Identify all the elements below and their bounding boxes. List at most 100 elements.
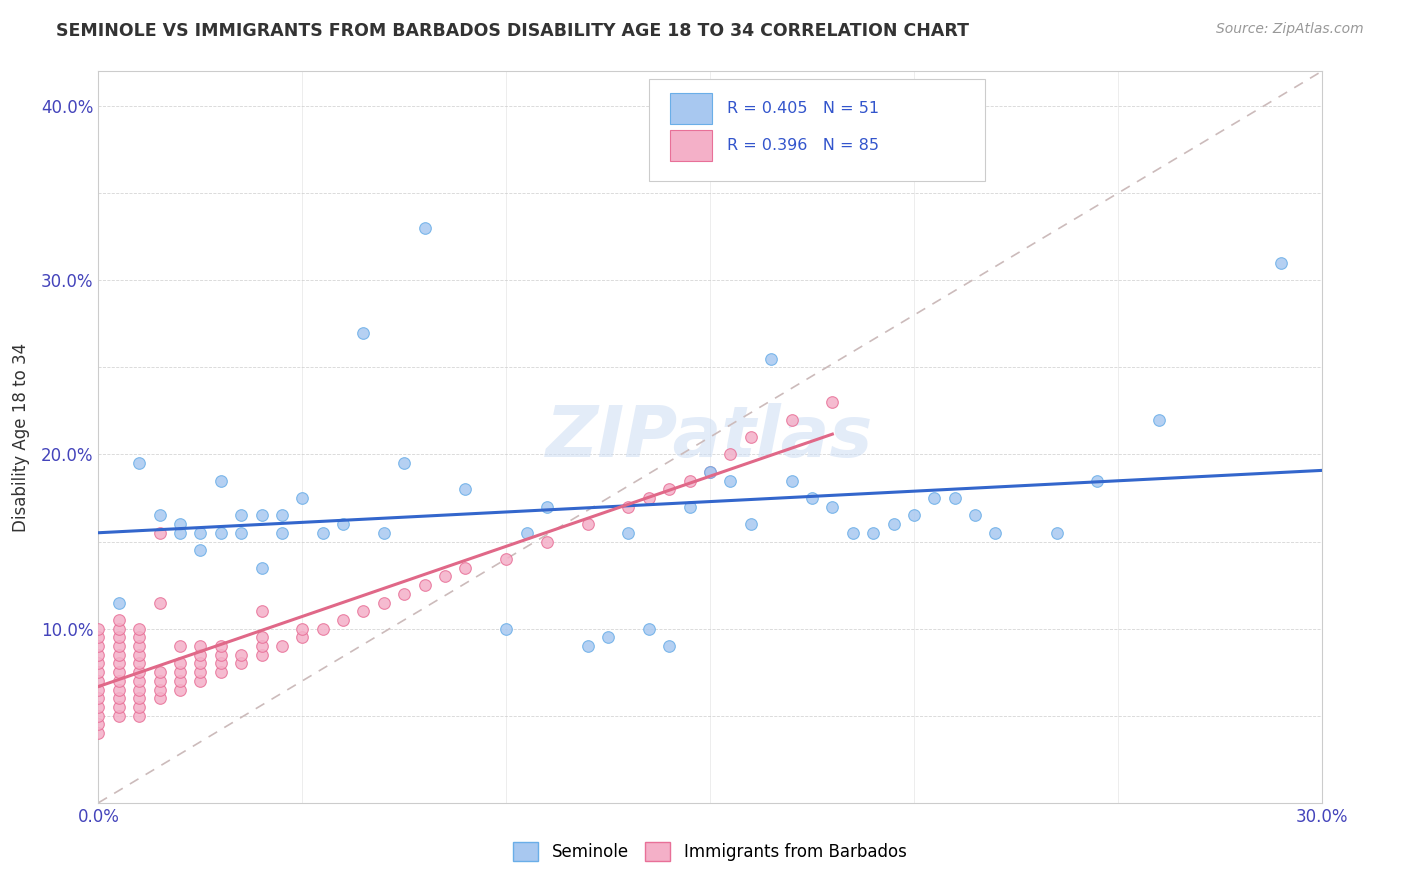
Point — [617, 500, 640, 514]
Point — [740, 517, 762, 532]
Point — [761, 351, 783, 366]
Point — [250, 508, 273, 523]
Point — [679, 500, 702, 514]
Point — [699, 465, 721, 479]
Point — [821, 500, 844, 514]
Point — [87, 639, 110, 653]
Point — [169, 525, 191, 540]
Point — [87, 657, 110, 671]
Point — [841, 525, 863, 540]
Text: R = 0.396   N = 85: R = 0.396 N = 85 — [727, 137, 879, 153]
Point — [454, 560, 477, 574]
Point — [149, 682, 172, 697]
Point — [108, 657, 131, 671]
Point — [413, 221, 436, 235]
Point — [87, 726, 110, 740]
Text: SEMINOLE VS IMMIGRANTS FROM BARBADOS DISABILITY AGE 18 TO 34 CORRELATION CHART: SEMINOLE VS IMMIGRANTS FROM BARBADOS DIS… — [56, 22, 969, 40]
Point — [434, 569, 457, 583]
Point — [270, 525, 294, 540]
Point — [270, 639, 294, 653]
Point — [87, 665, 110, 680]
Point — [108, 622, 131, 636]
Point — [169, 665, 191, 680]
Point — [128, 673, 150, 688]
Point — [209, 648, 232, 662]
Point — [250, 560, 273, 574]
Point — [862, 525, 884, 540]
Point — [495, 622, 517, 636]
Point — [128, 639, 150, 653]
Point — [922, 491, 945, 505]
Point — [231, 525, 253, 540]
Point — [821, 395, 844, 409]
FancyBboxPatch shape — [648, 78, 986, 181]
Point — [231, 508, 253, 523]
Point — [1045, 525, 1069, 540]
Point — [209, 525, 232, 540]
Point — [87, 700, 110, 714]
Point — [108, 639, 131, 653]
Legend: Seminole, Immigrants from Barbados: Seminole, Immigrants from Barbados — [506, 835, 914, 868]
Point — [169, 517, 191, 532]
Point — [332, 613, 354, 627]
Point — [231, 648, 253, 662]
Point — [87, 631, 110, 645]
Point — [312, 525, 335, 540]
Point — [108, 648, 131, 662]
Point — [188, 543, 212, 558]
Point — [231, 657, 253, 671]
Point — [454, 483, 477, 497]
Point — [128, 700, 150, 714]
Point — [1147, 412, 1170, 426]
Point — [598, 631, 620, 645]
Point — [87, 717, 110, 731]
Point — [291, 631, 314, 645]
Point — [658, 483, 681, 497]
Point — [87, 622, 110, 636]
Point — [128, 682, 150, 697]
Point — [679, 474, 702, 488]
Point — [352, 604, 374, 618]
Text: R = 0.405   N = 51: R = 0.405 N = 51 — [727, 101, 879, 116]
Point — [1085, 474, 1108, 488]
Point — [149, 525, 172, 540]
Point — [188, 673, 212, 688]
Point — [780, 412, 803, 426]
Point — [108, 613, 131, 627]
Point — [740, 430, 762, 444]
Point — [250, 604, 273, 618]
Point — [108, 682, 131, 697]
Point — [392, 587, 416, 601]
Point — [108, 631, 131, 645]
Point — [291, 622, 314, 636]
Point — [149, 595, 172, 609]
Point — [128, 708, 150, 723]
Point — [209, 474, 232, 488]
Point — [188, 665, 212, 680]
Point — [108, 595, 131, 609]
Point — [373, 525, 395, 540]
Point — [149, 691, 172, 706]
Point — [250, 648, 273, 662]
Point — [392, 456, 416, 470]
Text: ZIPatlas: ZIPatlas — [547, 402, 873, 472]
Point — [943, 491, 966, 505]
Point — [87, 691, 110, 706]
Point — [617, 525, 640, 540]
Point — [576, 639, 599, 653]
Point — [169, 673, 191, 688]
Point — [188, 639, 212, 653]
Point — [169, 657, 191, 671]
Point — [169, 639, 191, 653]
Point — [413, 578, 436, 592]
Point — [718, 448, 742, 462]
Point — [352, 326, 374, 340]
Point — [516, 525, 538, 540]
Point — [209, 657, 232, 671]
Point — [291, 491, 314, 505]
Point — [188, 657, 212, 671]
Bar — [669, 130, 713, 161]
Point — [87, 682, 110, 697]
Point — [108, 673, 131, 688]
Point — [188, 648, 212, 662]
